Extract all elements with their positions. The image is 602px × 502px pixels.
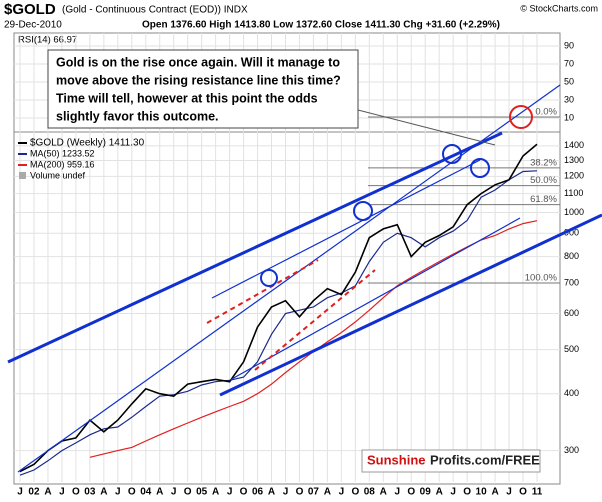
- x-tick-label: J: [506, 487, 512, 498]
- source: © StockCharts.com: [520, 3, 598, 13]
- fib-label: 100.0%: [525, 273, 558, 284]
- circle-marker: [470, 158, 490, 178]
- rsi-tick-label: 10: [564, 112, 574, 122]
- x-tick-label: A: [212, 487, 219, 498]
- x-tick-label: A: [436, 487, 443, 498]
- rsi-tick-label: 30: [564, 94, 574, 104]
- fib-label: 38.2%: [530, 157, 557, 168]
- x-tick-label: J: [450, 487, 456, 498]
- legend-entry: $GOLD (Weekly) 1411.30: [30, 138, 145, 149]
- x-tick-label: 09: [420, 487, 432, 498]
- x-tick-label: O: [296, 487, 304, 498]
- circle-marker: [509, 105, 533, 129]
- x-tick-label: A: [380, 487, 387, 498]
- chart-subtitle: (Gold - Continuous Contract (EOD)) INDX: [62, 5, 248, 16]
- channel-line: [229, 217, 521, 381]
- y-tick-label: 1300: [564, 155, 584, 165]
- x-tick-label: 06: [252, 487, 264, 498]
- chart-title: $GOLD: [4, 1, 56, 18]
- x-tick-label: O: [351, 487, 359, 498]
- series-line: [19, 170, 538, 476]
- date: 29-Dec-2010: [4, 20, 62, 31]
- x-tick-label: O: [407, 487, 415, 498]
- x-tick-label: A: [44, 487, 51, 498]
- y-tick-label: 300: [564, 445, 579, 455]
- channel-line: [17, 84, 561, 473]
- watermark-text: Sunshine: [367, 452, 426, 467]
- x-tick-label: 10: [476, 487, 488, 498]
- x-tick-label: 05: [196, 487, 208, 498]
- rsi-tick-label: 70: [564, 58, 574, 68]
- y-tick-label: 1400: [564, 140, 584, 150]
- annotation-line: Time will tell, however at this point th…: [56, 91, 318, 105]
- fib-label: 0.0%: [535, 107, 557, 118]
- support-line: [219, 213, 602, 397]
- legend-entry: MA(200) 959.16: [30, 159, 95, 169]
- x-tick-label: O: [240, 487, 248, 498]
- legend-swatch: [19, 172, 26, 179]
- x-tick-label: J: [339, 487, 345, 498]
- x-tick-label: 08: [364, 487, 376, 498]
- channel-line: [211, 159, 481, 299]
- series-line: [19, 143, 538, 473]
- y-tick-label: 1000: [564, 207, 584, 217]
- y-tick-label: 800: [564, 251, 579, 261]
- watermark: Sunshine Profits.com/FREE: [361, 449, 541, 473]
- x-tick-label: O: [72, 487, 80, 498]
- watermark-text: Profits.com/FREE: [430, 452, 540, 467]
- x-tick-label: A: [491, 487, 498, 498]
- x-tick-label: J: [171, 487, 177, 498]
- x-tick-label: J: [394, 487, 400, 498]
- y-tick-label: 700: [564, 277, 579, 287]
- dashed-line: [254, 269, 376, 371]
- x-tick-label: J: [115, 487, 121, 498]
- x-tick-label: 04: [140, 487, 152, 498]
- legend-entry: MA(50) 1233.52: [30, 148, 95, 158]
- x-tick-label: O: [519, 487, 527, 498]
- x-tick-label: J: [59, 487, 65, 498]
- watermark-box: [361, 449, 541, 473]
- resistance-line: [7, 131, 503, 364]
- y-tick-label: 500: [564, 344, 579, 354]
- fib-label: 50.0%: [530, 175, 557, 186]
- x-tick-label: J: [17, 487, 23, 498]
- trend-lines: [7, 84, 602, 473]
- y-tick-label: 600: [564, 308, 579, 318]
- x-tick-label: O: [463, 487, 471, 498]
- annotation-box: [47, 49, 359, 129]
- x-tick-label: A: [268, 487, 275, 498]
- quote: Open 1376.60 High 1413.80 Low 1372.60 Cl…: [142, 20, 500, 31]
- x-tick-label: J: [283, 487, 289, 498]
- x-tick-label: 11: [532, 487, 543, 498]
- x-tick-label: A: [100, 487, 107, 498]
- x-tick-label: J: [227, 487, 233, 498]
- y-tick-label: 900: [564, 228, 579, 238]
- x-tick-label: A: [324, 487, 331, 498]
- x-tick-label: 07: [308, 487, 320, 498]
- circle-marker: [353, 201, 373, 221]
- y-tick-label: 1200: [564, 171, 584, 181]
- annotation: Gold is on the rise once again. Will it …: [47, 49, 359, 129]
- annotation-line: slightly favor this outcome.: [56, 109, 219, 123]
- x-tick-label: 03: [84, 487, 96, 498]
- y-tick-label: 400: [564, 388, 579, 398]
- circle-marker: [442, 144, 462, 164]
- x-tick-label: 02: [28, 487, 40, 498]
- x-tick-label: O: [184, 487, 192, 498]
- legend-entry: Volume undef: [30, 170, 86, 180]
- annotation-line: Gold is on the rise once again. Will it …: [56, 55, 340, 69]
- circle-marker: [260, 269, 278, 287]
- plot-frame: [13, 32, 561, 485]
- fib-label: 61.8%: [530, 194, 557, 205]
- dashed-line: [206, 259, 319, 324]
- x-tick-label: A: [156, 487, 163, 498]
- callout-pointer: [357, 109, 496, 146]
- rsi-tick-label: 90: [564, 40, 574, 50]
- legend: $GOLD (Weekly) 1411.30 MA(50) 1233.52 MA…: [18, 138, 145, 180]
- annotation-line: move above the rising resistance line th…: [56, 73, 341, 87]
- y-tick-label: 1100: [564, 188, 583, 198]
- rsi-tick-label: 50: [564, 76, 574, 86]
- x-tick-label: O: [128, 487, 136, 498]
